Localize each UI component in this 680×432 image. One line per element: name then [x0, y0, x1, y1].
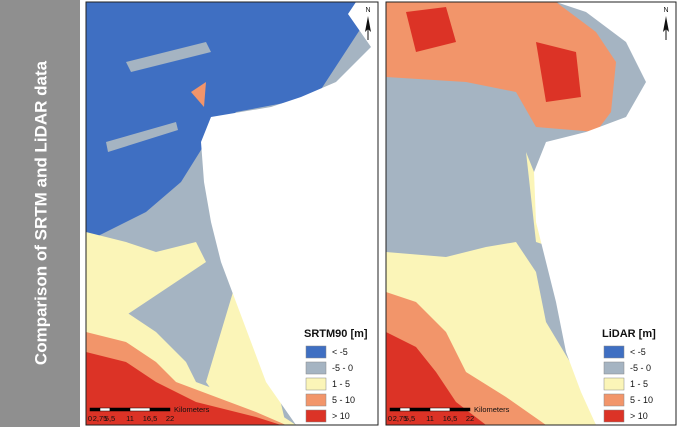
- scale-label: 22: [466, 414, 474, 423]
- legend-swatch: [603, 393, 625, 407]
- scale-label: 11: [126, 414, 134, 423]
- scale-segment: [129, 407, 151, 412]
- legend-label: > 10: [332, 411, 350, 421]
- sea: [534, 2, 676, 425]
- legend-swatch: [603, 345, 625, 359]
- scale-label: 2,75: [93, 414, 108, 423]
- scale-segment: [89, 407, 101, 412]
- high-area: [406, 7, 581, 102]
- scale-label: 0: [388, 414, 392, 423]
- legend-swatch: [305, 409, 327, 423]
- scale-segment: [109, 407, 131, 412]
- north-label: N: [663, 7, 668, 14]
- sea: [201, 2, 378, 425]
- map-panel: SRTM90 [m] < -5 -5 - 0 1 - 5 5 - 10 > 10 0 2,75…: [85, 1, 379, 426]
- scale-label: 11: [426, 414, 434, 423]
- scale-unit: Kilometers: [174, 405, 210, 414]
- scale-segment: [389, 407, 401, 412]
- scale-label: 16,5: [443, 414, 458, 423]
- scale-label: 16,5: [143, 414, 158, 423]
- scale-unit: Kilometers: [474, 405, 510, 414]
- scale-segment: [399, 407, 411, 412]
- high-area: [386, 332, 486, 425]
- scale-segment: [429, 407, 451, 412]
- legend-label: -5 - 0: [332, 363, 353, 373]
- legend-title: LiDAR [m]: [602, 328, 656, 340]
- north-arrow: [365, 16, 371, 32]
- legend-label: > 10: [630, 411, 648, 421]
- scale-label: 0: [88, 414, 92, 423]
- legend-swatch: [603, 377, 625, 391]
- scale-label: 5,5: [405, 414, 415, 423]
- scale-label: 5,5: [105, 414, 115, 423]
- legend-label: 5 - 10: [630, 395, 653, 405]
- north-label: N: [365, 7, 370, 14]
- scale-segment: [449, 407, 471, 412]
- scale-segment: [149, 407, 171, 412]
- sidebar-title: Comparison of SRTM and LiDAR data: [31, 60, 50, 365]
- scale-segment: [409, 407, 431, 412]
- map-panel: LiDAR [m] < -5 -5 - 0 1 - 5 5 - 10 > 10 0 2,755…: [385, 1, 677, 426]
- legend-label: 5 - 10: [332, 395, 355, 405]
- legend-label: < -5: [332, 347, 348, 357]
- legend-swatch: [305, 361, 327, 375]
- scale-label: 22: [166, 414, 174, 423]
- mid-area: [86, 232, 286, 425]
- legend-swatch: [305, 377, 327, 391]
- legend-swatch: [603, 409, 625, 423]
- sidebar: [0, 0, 80, 427]
- legend-label: 1 - 5: [332, 379, 350, 389]
- north-arrow: [663, 16, 669, 32]
- legend-label: -5 - 0: [630, 363, 651, 373]
- scale-segment: [99, 407, 111, 412]
- legend-swatch: [603, 361, 625, 375]
- legend-swatch: [305, 345, 327, 359]
- legend-title: SRTM90 [m]: [304, 328, 368, 340]
- legend-label: < -5: [630, 347, 646, 357]
- feature: [191, 82, 206, 107]
- scale-label: 2,75: [393, 414, 408, 423]
- high-area: [86, 352, 281, 425]
- legend-swatch: [305, 393, 327, 407]
- channel: [106, 42, 211, 152]
- legend-label: 1 - 5: [630, 379, 648, 389]
